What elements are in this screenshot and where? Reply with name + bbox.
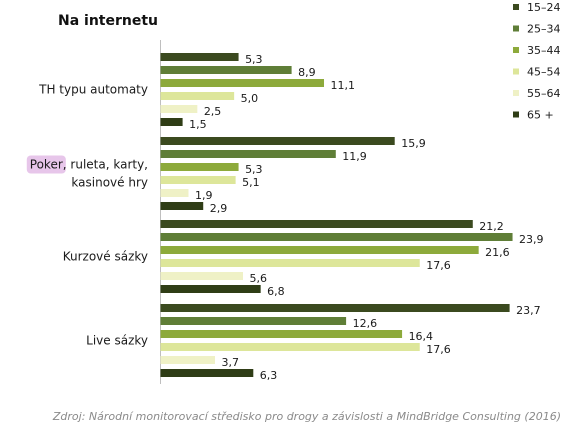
value-label-4-series-2: 12,6 — [353, 317, 378, 330]
bar-4-series-6 — [160, 369, 254, 377]
category-label-2-rest: , ruleta, karty, — [63, 158, 148, 172]
bar-2-series-4 — [160, 176, 236, 184]
bar-4-series-4 — [160, 343, 420, 351]
category-label-highlight: Poker — [30, 158, 63, 172]
category-highlight-bg — [26, 155, 66, 174]
category-label-2-line-1: Poker, ruleta, karty, — [30, 158, 148, 172]
value-label-3-series-1: 21,2 — [479, 220, 504, 233]
legend-swatch-5 — [513, 90, 519, 96]
value-label-4-series-6: 6,3 — [260, 369, 278, 382]
value-label-4-series-3: 16,4 — [409, 330, 434, 343]
legend-label-4: 45–54 — [527, 66, 561, 79]
bar-1-series-4 — [160, 92, 235, 100]
bar-1-series-1 — [160, 53, 239, 61]
bar-3-series-6 — [160, 285, 261, 293]
bar-2-series-1 — [160, 137, 395, 145]
value-label-4-series-4: 17,6 — [426, 343, 451, 356]
value-label-4-series-5: 3,7 — [222, 356, 240, 369]
value-label-1-series-3: 11,1 — [331, 79, 356, 92]
value-label-3-series-4: 17,6 — [426, 259, 451, 272]
source-note: Zdroj: Národní monitorovací středisko pr… — [52, 410, 561, 423]
value-label-3-series-6: 6,8 — [267, 285, 285, 298]
category-label-3-line-1: Kurzové sázky — [63, 250, 148, 264]
value-label-1-series-4: 5,0 — [241, 92, 259, 105]
category-label-1-line-1: TH typu automaty — [38, 83, 148, 97]
category-label-2-line-2: kasinové hry — [71, 176, 148, 190]
value-label-2-series-6: 2,9 — [210, 202, 228, 215]
legend: 15–24 25–34 35–44 45–54 55–64 65 + — [513, 1, 561, 122]
legend-swatch-6 — [513, 111, 519, 118]
value-label-1-series-6: 1,5 — [189, 118, 207, 131]
value-label-4-series-1: 23,7 — [516, 304, 541, 317]
value-label-1-series-1: 5,3 — [245, 53, 263, 66]
legend-swatch-1 — [513, 4, 519, 10]
bar-3-series-2 — [160, 233, 513, 241]
legend-label-2: 25–34 — [527, 23, 561, 36]
category-label-4-line-1: Live sázky — [86, 334, 148, 348]
bar-1-series-6 — [160, 118, 183, 126]
value-label-2-series-2: 11,9 — [342, 150, 367, 163]
bars-layer — [160, 53, 513, 377]
value-label-2-series-3: 5,3 — [245, 163, 263, 176]
bar-4-series-5 — [160, 356, 216, 364]
chart-title: Na internetu — [58, 13, 158, 29]
value-labels-layer: 5,3 15,9 21,2 23,7 8,9 11,9 23,9 12,6 11,1 5,3 21,… — [189, 53, 543, 382]
bar-1-series-5 — [160, 105, 198, 113]
legend-label-5: 55–64 — [527, 87, 561, 100]
legend-label-3: 35–44 — [527, 44, 561, 57]
bar-3-series-1 — [160, 220, 473, 228]
legend-swatch-3 — [513, 47, 519, 53]
legend-swatch-2 — [513, 25, 519, 32]
category-labels-layer: TH typu automaty Poker, ruleta, karty, kas… — [26, 83, 148, 348]
value-label-2-series-4: 5,1 — [242, 176, 259, 189]
bar-1-series-2 — [160, 66, 292, 74]
bar-1-series-3 — [160, 79, 325, 87]
bar-3-series-3 — [160, 246, 479, 254]
legend-swatch-4 — [513, 68, 519, 75]
bar-4-series-2 — [160, 317, 347, 325]
value-label-1-series-2: 8,9 — [298, 66, 316, 79]
value-label-1-series-5: 2,5 — [204, 105, 222, 118]
bar-2-series-3 — [160, 163, 239, 171]
value-label-3-series-2: 23,9 — [519, 233, 544, 246]
value-label-3-series-3: 21,6 — [485, 246, 510, 259]
legend-label-6: 65 + — [527, 109, 554, 122]
bar-2-series-5 — [160, 189, 189, 197]
value-label-2-series-5: 1,9 — [195, 189, 213, 202]
legend-label-1: 15–24 — [527, 1, 561, 14]
value-label-3-series-5: 5,6 — [249, 272, 267, 285]
bar-2-series-6 — [160, 202, 204, 210]
bar-4-series-1 — [160, 304, 510, 312]
value-label-2-series-1: 15,9 — [401, 137, 426, 150]
bar-4-series-3 — [160, 330, 403, 338]
bar-3-series-4 — [160, 259, 420, 267]
bar-3-series-5 — [160, 272, 243, 280]
bar-2-series-2 — [160, 150, 336, 158]
